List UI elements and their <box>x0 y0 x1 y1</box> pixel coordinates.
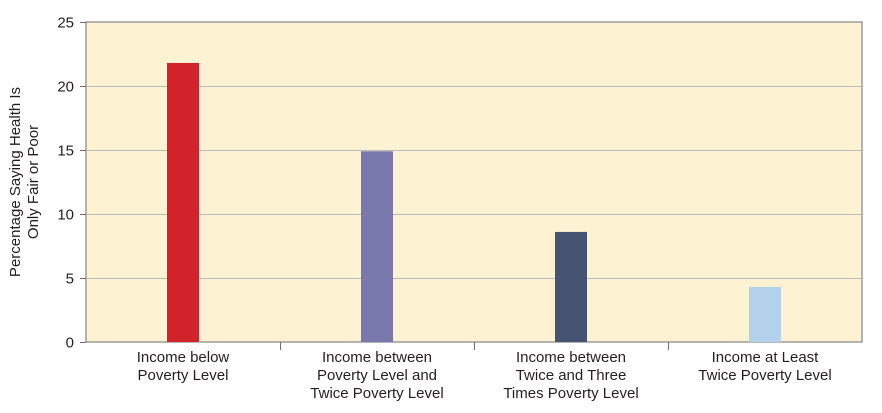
x-category-label-line: Poverty Level and <box>317 367 437 384</box>
x-category-label-line: Income between <box>322 349 432 366</box>
bar <box>555 231 587 342</box>
y-tick-label: 20 <box>57 79 74 96</box>
y-tick-label: 25 <box>57 15 74 32</box>
y-axis-title: Percentage Saying Health IsOnly Fair or … <box>7 87 42 277</box>
x-category-label-line: Twice and Three <box>516 367 627 384</box>
x-category-label: Income between Poverty Level and Twice Pov… <box>310 349 443 402</box>
x-axis-ticks <box>280 342 669 350</box>
x-category-label-line: Income below <box>137 349 230 366</box>
x-category-label-line: Income between <box>516 349 626 366</box>
x-category-label: Income at Least Twice Poverty Level <box>698 349 831 384</box>
y-tick-label: 15 <box>57 143 74 160</box>
x-category-label-line: Twice Poverty Level <box>310 385 443 402</box>
x-category-label-line: Twice Poverty Level <box>698 367 831 384</box>
bar <box>361 151 393 342</box>
x-category-label-line: Income at Least <box>712 349 820 366</box>
x-category-label: Income below Poverty Level <box>137 349 230 384</box>
x-category-label: Income between Twice and Three Times Pover… <box>503 349 638 402</box>
x-category-label-line: Times Poverty Level <box>503 385 638 402</box>
gridlines <box>86 86 862 279</box>
bars <box>167 62 781 343</box>
y-axis-title-line: Percentage Saying Health Is <box>7 87 24 277</box>
bar <box>167 62 199 343</box>
y-tick-label: 0 <box>66 335 74 352</box>
plot-background <box>85 21 863 343</box>
bar <box>749 286 781 342</box>
y-axis-ticks: 0 5 10 15 20 25 <box>57 15 86 352</box>
x-category-label-line: Poverty Level <box>138 367 229 384</box>
y-axis-title-line: Only Fair or Poor <box>25 125 42 239</box>
y-tick-label: 5 <box>66 271 74 288</box>
y-tick-label: 10 <box>57 207 74 224</box>
